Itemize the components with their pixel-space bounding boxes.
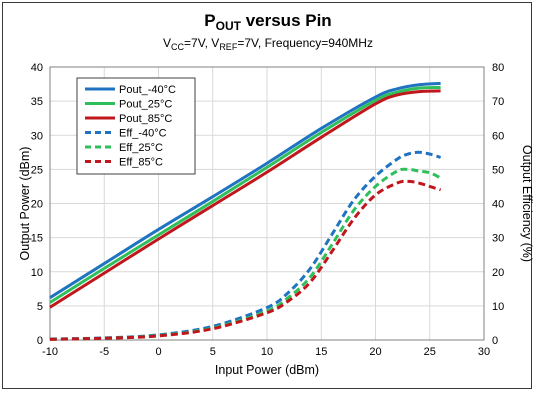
y-tick-label: 5 [37, 301, 43, 313]
y2-tick-label: 50 [492, 164, 504, 176]
series-line-Eff_85°C [49, 179, 442, 341]
x-axis-label: Input Power (dBm) [215, 363, 319, 377]
y2-tick-label: 0 [492, 335, 498, 347]
y-tick-label: 40 [31, 62, 43, 74]
x-tick-label: 15 [315, 346, 327, 358]
legend-box [76, 77, 196, 175]
x-tick-label: 10 [261, 346, 273, 358]
legend-label: Pout_85°C [119, 113, 172, 125]
y-tick-label: 0 [37, 335, 43, 347]
y-tick-label: 30 [31, 130, 43, 142]
chart-subtitle: VCC=7V, VREF=7V, Frequency=940MHz [163, 36, 373, 52]
series-line-Pout_-40°C [49, 81, 441, 299]
y-axis-label: Output Power (dBm) [18, 147, 32, 261]
y2-tick-label: 80 [492, 62, 504, 74]
legend-label: Pout_-40°C [119, 84, 176, 96]
plot-border [49, 66, 485, 341]
y-tick-label: 20 [31, 199, 43, 211]
y2-tick-label: 70 [492, 96, 504, 108]
y2-tick-label: 20 [492, 267, 504, 279]
x-tick-label: 0 [155, 346, 161, 358]
x-tick-label: 25 [424, 346, 436, 358]
y-tick-label: 10 [31, 267, 43, 279]
y2-tick-label: 10 [492, 301, 504, 313]
y-tick-label: 25 [31, 164, 43, 176]
legend-label: Eff_25°C [119, 142, 163, 154]
y2-axis-label: Output Efficiency (%) [520, 145, 534, 262]
x-tick-label: 30 [478, 346, 490, 358]
y2-tick-label: 60 [492, 130, 504, 142]
chart-title: POUT versus Pin [204, 11, 331, 33]
x-tick-label: 5 [210, 346, 216, 358]
series-line-Pout_85°C [49, 89, 441, 309]
legend-label: Eff_85°C [119, 157, 163, 169]
legend-label: Pout_25°C [119, 99, 172, 111]
x-tick-label: 20 [369, 346, 381, 358]
x-tick-label: -5 [99, 346, 109, 358]
y-tick-label: 15 [31, 233, 43, 245]
y2-tick-label: 40 [492, 199, 504, 211]
x-tick-label: -10 [42, 346, 58, 358]
series-line-Pout_25°C [49, 85, 441, 304]
y-tick-label: 35 [31, 96, 43, 108]
y2-tick-label: 30 [492, 233, 504, 245]
legend-label: Eff_-40°C [119, 128, 167, 140]
